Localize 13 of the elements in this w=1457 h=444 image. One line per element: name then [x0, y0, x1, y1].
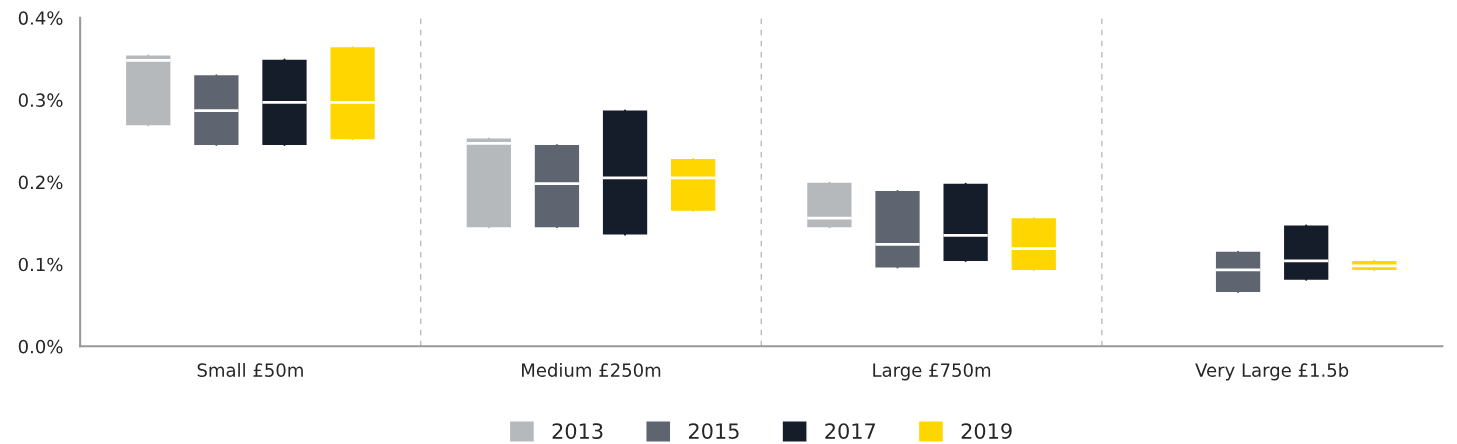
y-tick-label: 0.0%	[18, 339, 63, 354]
x-tick-label: Large £750m	[873, 363, 991, 381]
y-tick-label: 0.3%	[18, 93, 63, 108]
y-tick-label: 0.1%	[18, 257, 63, 272]
legend-label: 2019	[961, 423, 1012, 439]
legend-label: 2017	[825, 423, 876, 439]
y-tick-label: 0.2%	[18, 175, 63, 190]
x-tick-label: Medium £250m	[522, 362, 661, 377]
legend-label: 2015	[688, 423, 739, 439]
y-tick-label: 0.4%	[18, 11, 63, 25]
x-tick-label: Very Large £1.5b	[1195, 362, 1349, 381]
x-tick-label: Small £50m	[197, 362, 303, 377]
legend-label: 2013	[552, 423, 603, 439]
